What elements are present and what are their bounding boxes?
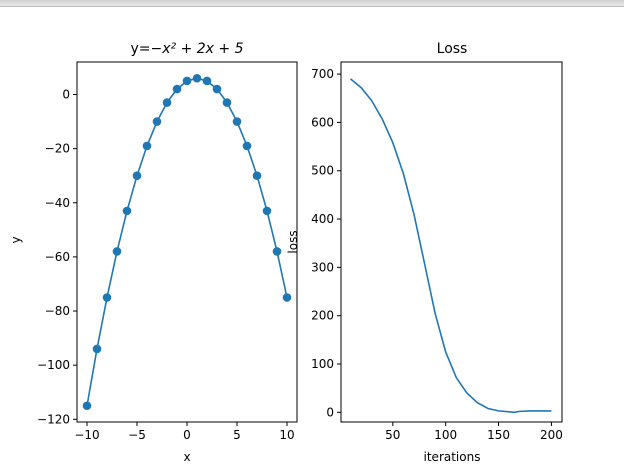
y-tick-label: 0	[326, 405, 334, 419]
data-point	[202, 76, 212, 86]
y-tick-label: −40	[45, 196, 70, 210]
axes-frame	[76, 61, 298, 423]
plot-area	[350, 78, 552, 414]
y-tick-label: 600	[311, 115, 334, 129]
subplot-title-quadratic: y=−x² + 2x + 5	[130, 41, 243, 57]
data-point	[242, 141, 252, 151]
x-tick-label: 10	[279, 428, 294, 442]
data-point	[282, 293, 292, 302]
x-tick-label: −10	[74, 428, 99, 442]
series-line	[350, 78, 552, 414]
y-tick-label: −120	[37, 412, 70, 426]
y-ticks: 0 100 200 300 400 500 600 700	[311, 67, 341, 419]
plot-area	[82, 73, 292, 411]
x-axis-label: x	[183, 450, 190, 464]
data-point	[192, 73, 202, 83]
data-point	[222, 98, 232, 107]
x-ticks: −10 −5 0 5 10	[74, 422, 295, 442]
data-point	[82, 401, 92, 411]
data-point	[212, 84, 222, 94]
x-tick-label: 150	[487, 428, 510, 442]
subplot-loss: Loss iterations loss 50 100 150 200 0 100 200…	[286, 41, 563, 464]
x-tick-label: 5	[233, 428, 241, 442]
y-tick-label: 500	[311, 164, 334, 178]
x-tick-label: −5	[128, 428, 146, 442]
series-line	[86, 77, 288, 406]
y-tick-label: 300	[311, 260, 334, 274]
y-axis-label: loss	[286, 230, 300, 253]
axes-frame	[340, 61, 563, 423]
data-point	[132, 171, 142, 180]
y-tick-label: −60	[45, 250, 70, 264]
data-point	[152, 117, 162, 126]
x-tick-label: 50	[385, 428, 400, 442]
y-axis-label: y	[9, 236, 23, 243]
data-point	[182, 76, 192, 86]
data-point	[262, 206, 272, 216]
data-point	[172, 84, 182, 94]
y-ticks: −120 −100 −80 −60 −40 −20 0	[37, 87, 77, 426]
y-tick-label: −100	[37, 358, 70, 372]
data-point	[142, 141, 152, 151]
x-ticks: 50 100 150 200	[385, 422, 563, 442]
x-tick-label: 200	[540, 428, 563, 442]
data-point	[252, 171, 262, 180]
x-tick-label: 100	[434, 428, 457, 442]
window-top-bar	[0, 0, 624, 7]
y-tick-label: 0	[62, 87, 70, 101]
y-tick-label: 700	[311, 67, 334, 81]
data-point	[112, 247, 122, 256]
data-point	[162, 98, 172, 107]
subplot-quadratic: y=−x² + 2x + 5 x y −10 −5 0 5 10 −120 −100 −80…	[9, 41, 298, 464]
x-axis-label: iterations	[424, 450, 481, 464]
data-point	[272, 247, 282, 256]
y-tick-label: −20	[45, 142, 70, 156]
y-tick-label: −80	[45, 304, 70, 318]
subplot-title-loss: Loss	[437, 41, 468, 57]
data-point	[102, 293, 112, 302]
data-point	[122, 206, 132, 216]
data-point	[92, 344, 102, 354]
y-tick-label: 100	[311, 357, 334, 371]
y-tick-label: 200	[311, 309, 334, 323]
x-tick-label: 0	[183, 428, 191, 442]
data-point	[232, 117, 242, 126]
y-tick-label: 400	[311, 212, 334, 226]
